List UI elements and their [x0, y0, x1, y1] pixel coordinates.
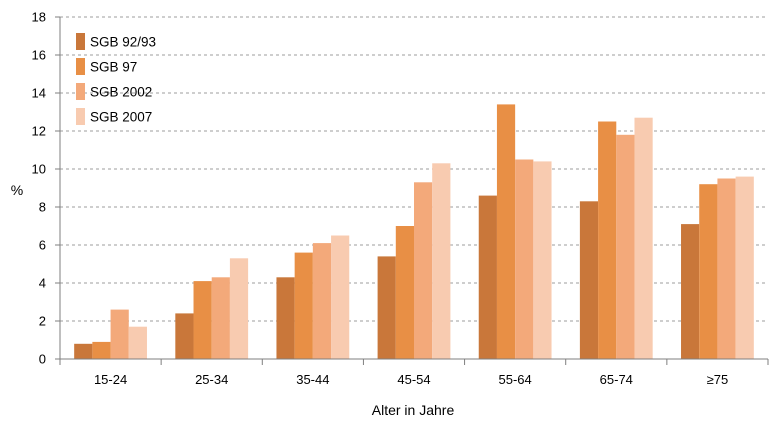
- x-tick-label: 15-24: [94, 372, 127, 387]
- legend: SGB 92/93 SGB 97 SGB 2002 SGB 2007: [76, 33, 156, 125]
- legend-swatch: [76, 108, 85, 125]
- bar: [414, 182, 433, 359]
- legend-label: SGB 97: [90, 60, 137, 75]
- bar: [432, 163, 451, 359]
- x-tick-label: 35-44: [296, 372, 329, 387]
- y-tick-label: 18: [32, 10, 46, 25]
- y-tick-labels: 0 2 4 6 8 10 12 14 16 18: [32, 10, 46, 367]
- bar: [193, 281, 212, 359]
- x-tick-label: ≥75: [707, 372, 729, 387]
- bars: [74, 104, 754, 360]
- y-tick-label: 2: [39, 314, 46, 329]
- bar: [312, 243, 332, 359]
- x-axis-label: Alter in Jahre: [372, 402, 455, 418]
- x-tick-label: 25-34: [195, 372, 228, 387]
- legend-swatch: [76, 58, 85, 75]
- bar: [110, 309, 129, 359]
- bar: [276, 277, 295, 359]
- bar: [478, 195, 497, 359]
- bar: [128, 326, 147, 359]
- bar: [496, 104, 516, 360]
- bar: [735, 176, 754, 359]
- bar: [92, 341, 111, 359]
- bar: [699, 184, 718, 359]
- y-tick-label: 16: [32, 48, 46, 63]
- legend-label: SGB 92/93: [90, 35, 156, 50]
- bar: [598, 121, 617, 359]
- bar: [717, 178, 736, 359]
- x-tick-label: 65-74: [600, 372, 633, 387]
- bar: [175, 313, 194, 359]
- bar: [229, 258, 249, 359]
- y-tick-label: 6: [39, 238, 46, 253]
- y-tick-label: 8: [39, 200, 46, 215]
- axes: [55, 16, 769, 365]
- bar: [294, 252, 313, 359]
- y-tick-label: 14: [32, 86, 46, 101]
- x-tick-labels: 15-24 25-34 35-44 45-54 55-64 65-74 ≥75: [94, 372, 728, 387]
- bar: [211, 277, 230, 359]
- y-tick-label: 0: [39, 352, 46, 367]
- legend-swatch: [76, 83, 85, 100]
- bar: [681, 224, 700, 359]
- bar: [74, 343, 93, 359]
- y-tick-label: 12: [32, 124, 46, 139]
- y-tick-label: 4: [39, 276, 46, 291]
- bar: [634, 117, 653, 359]
- bar: [579, 201, 599, 359]
- bar: [377, 256, 396, 359]
- bar: [331, 235, 350, 359]
- bar: [395, 226, 414, 359]
- x-tick-label: 45-54: [397, 372, 430, 387]
- bar: [533, 161, 552, 359]
- legend-label: SGB 2002: [90, 85, 152, 100]
- bar: [515, 159, 534, 359]
- y-tick-label: 10: [32, 162, 46, 177]
- bar: [616, 134, 635, 359]
- legend-swatch: [76, 33, 85, 50]
- legend-label: SGB 2007: [90, 110, 152, 125]
- x-tick-label: 55-64: [499, 372, 532, 387]
- y-axis-label: %: [11, 182, 23, 198]
